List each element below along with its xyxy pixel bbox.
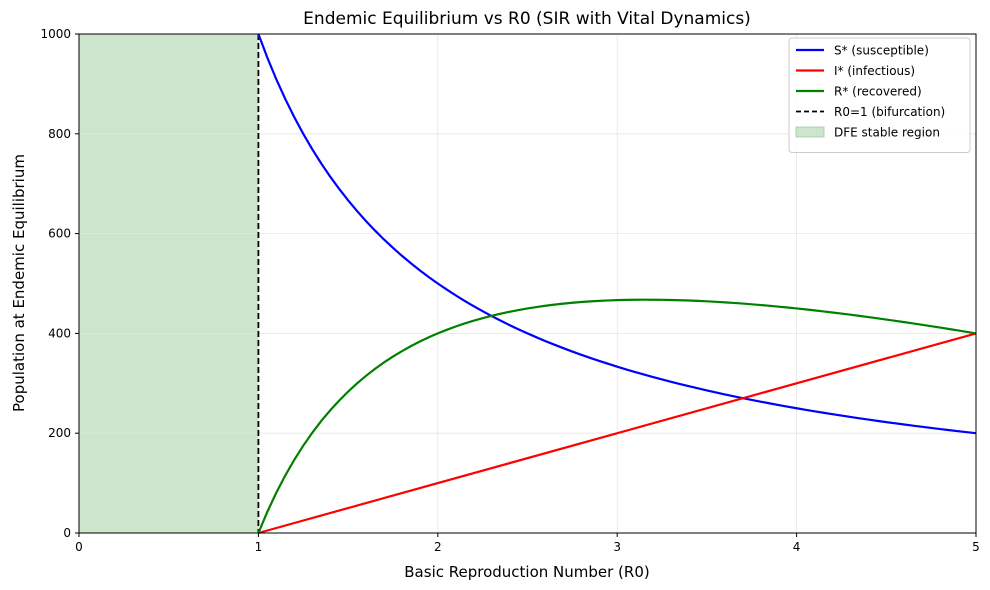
x-axis-label: Basic Reproduction Number (R0)	[404, 563, 649, 581]
tick-layer: 0 1 2 3 4 5 0 200 400 600 800 1000	[40, 27, 979, 554]
legend-swatch-dfe-stable-region	[795, 126, 825, 138]
chart-title: Endemic Equilibrium vs R0 (SIR with Vita…	[303, 9, 751, 29]
plot-frame	[78, 33, 977, 534]
y-tick-label: 800	[48, 127, 71, 141]
x-tick-label: 4	[793, 540, 801, 554]
legend-label-s-susceptible: S* (susceptible)	[834, 44, 929, 58]
legend-box	[788, 37, 971, 153]
x-tick-label: 2	[434, 540, 442, 554]
x-tick-label: 0	[75, 540, 83, 554]
y-tick-label: 1000	[40, 27, 71, 41]
x-tick-label: 1	[255, 540, 263, 554]
dfe-stable-region	[79, 34, 259, 533]
y-tick-label: 600	[48, 227, 71, 241]
series-layer	[257, 33, 977, 535]
series-line-i-infectious	[258, 332, 977, 535]
shaded-region-layer	[79, 34, 259, 533]
y-tick-label: 200	[48, 426, 71, 440]
x-tick-label: 5	[972, 540, 980, 554]
series-line-r-recovered	[257, 298, 977, 534]
y-tick-label: 0	[63, 526, 71, 540]
legend: S* (susceptible) I* (infectious) R* (recov…	[788, 37, 971, 153]
legend-label-dfe-stable-region: DFE stable region	[834, 126, 940, 140]
x-tick-label: 3	[613, 540, 621, 554]
y-tick-label: 400	[48, 326, 71, 340]
legend-label-r-recovered: R* (recovered)	[834, 85, 922, 99]
y-axis-label: Population at Endemic Equilibrium	[10, 154, 28, 412]
series-line-s-susceptible	[257, 33, 977, 435]
legend-label-i-infectious: I* (infectious)	[834, 64, 915, 78]
legend-label-r0-1-bifurcation: R0=1 (bifurcation)	[834, 105, 945, 119]
